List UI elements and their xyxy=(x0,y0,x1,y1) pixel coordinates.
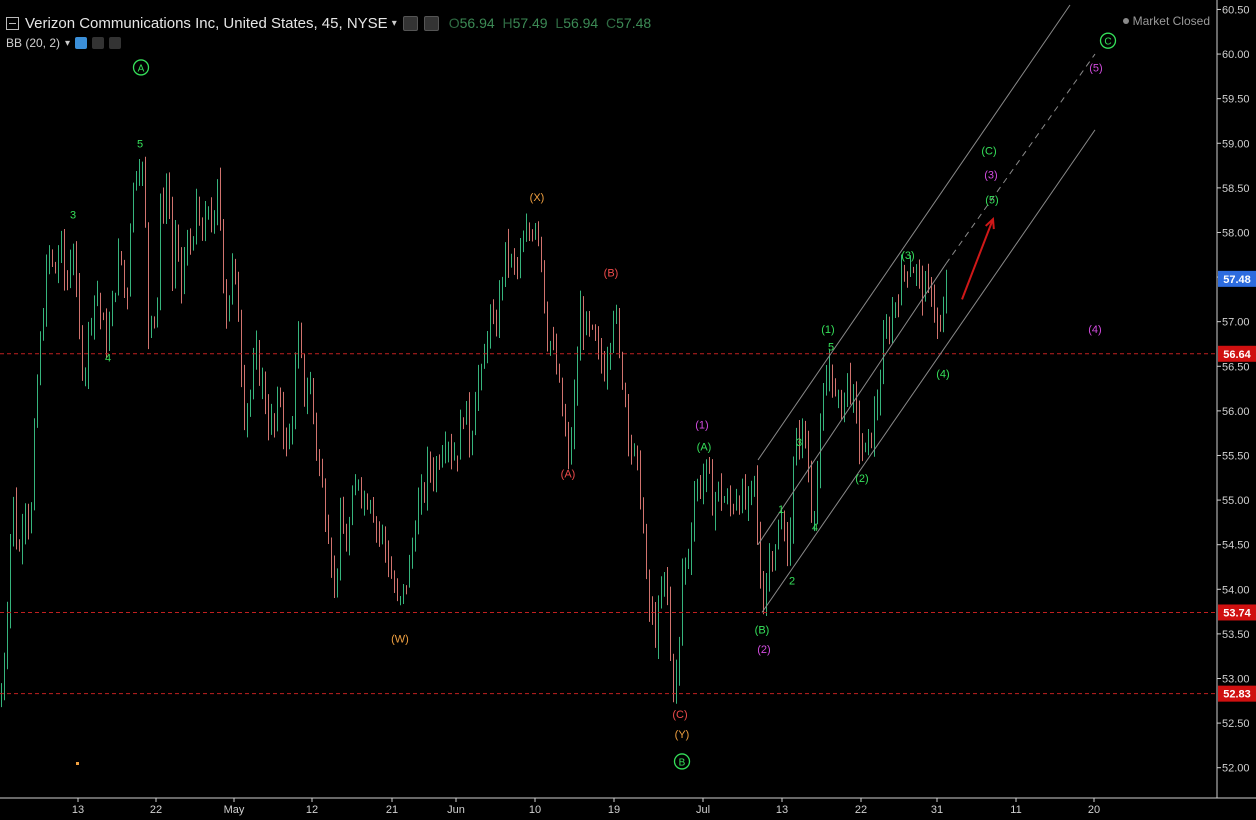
wave-label: 1 xyxy=(778,504,784,516)
indicator-legend: BB (20, 2) ▾ xyxy=(6,36,122,50)
target-arrow xyxy=(961,218,994,300)
chart-header: Verizon Communications Inc, United State… xyxy=(6,12,651,34)
ohlc-readout: O56.94 H57.49 L56.94 C57.48 xyxy=(448,15,652,31)
wave-label: A xyxy=(138,63,145,74)
wave-label: (X) xyxy=(530,192,545,204)
wave-label: 3 xyxy=(70,210,76,222)
time-tick-label: 13 xyxy=(72,804,84,816)
time-tick-label: 19 xyxy=(608,804,620,816)
gear-icon[interactable] xyxy=(92,37,105,49)
price-level-tag xyxy=(1218,604,1256,621)
price-tick-label: 54.50 xyxy=(1222,540,1250,552)
time-tick-label: Jul xyxy=(696,804,710,816)
wave-label: 3 xyxy=(796,437,802,449)
chevron-down-icon[interactable]: ▾ xyxy=(391,17,397,29)
price-tick-label: 56.00 xyxy=(1222,406,1250,418)
candles-group xyxy=(1,156,947,708)
wave-label: (1) xyxy=(821,324,834,336)
time-tick-label: 22 xyxy=(150,804,162,816)
wave-label: C xyxy=(1104,37,1111,48)
indicator-label[interactable]: BB (20, 2) xyxy=(6,36,61,50)
price-tick-label: 54.00 xyxy=(1222,584,1250,596)
time-tick-label: 10 xyxy=(529,804,541,816)
wave-circle xyxy=(1099,32,1117,49)
price-tick-label: 52.50 xyxy=(1222,718,1250,730)
price-tick-label: 56.50 xyxy=(1222,361,1250,373)
wave-label: (5) xyxy=(985,194,998,206)
price-tick-label: 60.00 xyxy=(1222,49,1250,61)
wave-label: (C) xyxy=(981,145,996,157)
eye-icon[interactable] xyxy=(75,37,88,49)
wave-label: 2 xyxy=(789,575,795,587)
time-tick-label: 21 xyxy=(386,804,398,816)
price-level-tag xyxy=(1218,685,1256,702)
wave-label: (5) xyxy=(1089,62,1102,74)
time-tick-label: May xyxy=(224,804,245,816)
target-arrow-head xyxy=(985,216,995,230)
time-tick-label: Jun xyxy=(447,804,465,816)
time-tick-label: 11 xyxy=(1010,804,1021,816)
gear-icon[interactable] xyxy=(423,15,439,31)
price-level-label: 52.83 xyxy=(1223,689,1251,701)
wave-label: (2) xyxy=(757,644,770,656)
time-tick-label: 13 xyxy=(776,804,788,816)
last-price-label: 57.48 xyxy=(1223,274,1251,286)
time-tick-label: 12 xyxy=(306,804,318,816)
price-tick-label: 55.50 xyxy=(1222,450,1250,462)
wave-label: (C) xyxy=(672,709,687,721)
close-icon[interactable] xyxy=(109,37,122,49)
market-status: Market Closed xyxy=(1122,14,1210,28)
channel-line xyxy=(761,129,1096,613)
price-tick-label: 52.00 xyxy=(1222,763,1250,775)
wave-label: (3) xyxy=(984,169,997,181)
price-tick-label: 53.50 xyxy=(1222,629,1250,641)
wave-label: (B) xyxy=(604,268,619,280)
wave-label: 4 xyxy=(812,522,818,534)
symbol-title[interactable]: Verizon Communications Inc, United State… xyxy=(25,14,388,32)
price-level-label: 56.64 xyxy=(1223,349,1251,361)
price-level-tag xyxy=(1218,345,1256,362)
visibility-icon[interactable] xyxy=(402,15,418,31)
wave-circle xyxy=(673,753,691,770)
price-tick-label: 57.00 xyxy=(1222,317,1250,329)
channel-line xyxy=(757,4,1071,461)
market-status-text: Market Closed xyxy=(1132,14,1210,28)
wave-label: (W) xyxy=(391,633,409,645)
price-tick-label: 60.50 xyxy=(1222,4,1250,16)
wave-label: (A) xyxy=(697,442,712,454)
price-tick-label: 58.00 xyxy=(1222,227,1250,239)
marker-dot xyxy=(76,762,79,765)
wave-label: 5 xyxy=(828,342,834,354)
price-tick-label: 58.50 xyxy=(1222,183,1250,195)
wave-label: (3) xyxy=(901,250,914,262)
wave-label: (A) xyxy=(561,468,576,480)
wave-circle xyxy=(132,59,150,76)
wave-label: (2) xyxy=(855,473,868,485)
last-price-tag xyxy=(1218,270,1256,287)
price-tick-label: 55.00 xyxy=(1222,495,1250,507)
wave-label: (Y) xyxy=(675,729,690,741)
status-dot-icon xyxy=(1122,18,1129,24)
collapse-icon[interactable] xyxy=(6,16,19,30)
price-tick-label: 53.00 xyxy=(1222,673,1250,685)
price-level-label: 53.74 xyxy=(1223,607,1251,619)
wave-label: (B) xyxy=(755,624,770,636)
wave-label: 5 xyxy=(137,138,143,150)
price-tick-label: 59.50 xyxy=(1222,94,1250,106)
projection-line xyxy=(945,53,1096,264)
time-tick-label: 22 xyxy=(855,804,867,816)
price-tick-label: 59.00 xyxy=(1222,138,1250,150)
chevron-down-icon[interactable]: ▾ xyxy=(65,37,71,49)
time-tick-label: 20 xyxy=(1088,804,1100,816)
wave-label: 4 xyxy=(105,352,111,364)
time-tick-label: 31 xyxy=(931,804,943,816)
wave-label: (4) xyxy=(1088,324,1101,336)
wave-label: B xyxy=(679,757,686,768)
channel-line xyxy=(757,263,947,545)
wave-label: (1) xyxy=(695,419,708,431)
wave-label: (4) xyxy=(936,368,949,380)
